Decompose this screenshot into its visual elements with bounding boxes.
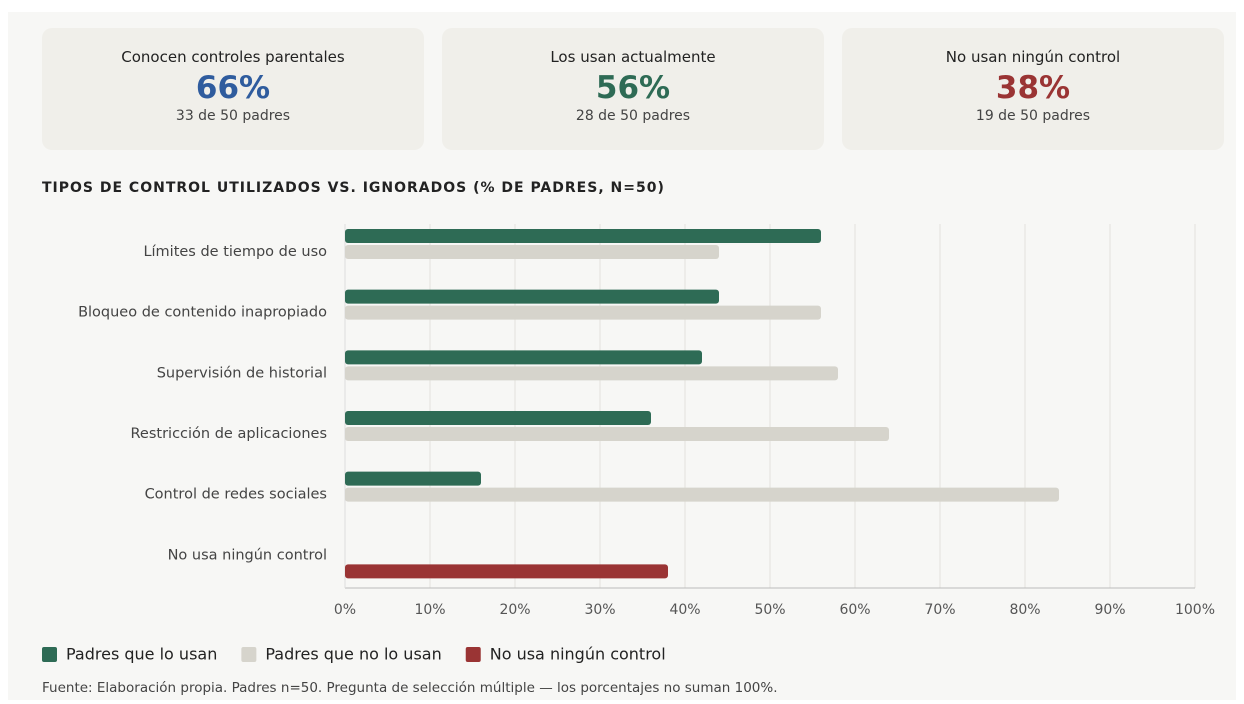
legend-swatch: [42, 647, 57, 662]
x-tick-label: 40%: [669, 602, 700, 618]
x-tick-label: 100%: [1175, 602, 1215, 618]
x-tick-label: 20%: [499, 602, 530, 618]
x-tick-label: 70%: [924, 602, 955, 618]
y-tick-label: No usa ningún control: [168, 547, 327, 563]
stat-card: Conocen controles parentales 66% 33 de 5…: [42, 28, 424, 150]
bar: [345, 305, 821, 320]
card-value: 56%: [595, 70, 671, 106]
page: Conocen controles parentales 66% 33 de 5…: [8, 12, 1236, 700]
bar: [345, 229, 821, 243]
card-label: Los usan actualmente: [550, 48, 716, 66]
bar: [345, 289, 719, 304]
card-detail: 19 de 50 padres: [975, 108, 1091, 124]
x-tick-label: 50%: [754, 602, 785, 618]
y-tick-label: Bloqueo de contenido inapropiado: [78, 305, 327, 321]
legend-swatch: [241, 647, 257, 662]
x-tick-label: 60%: [839, 602, 870, 618]
card-value: 38%: [995, 70, 1071, 106]
x-tick-label: 30%: [584, 602, 615, 618]
y-tick-label: Control de redes sociales: [145, 487, 327, 503]
x-tick-label: 10%: [414, 602, 445, 618]
y-tick-label: Supervisión de historial: [157, 365, 327, 381]
chart: TIPOS DE CONTROL UTILIZADOS VS. IGNORADO…: [42, 180, 1215, 696]
footnote: Fuente: Elaboración propia. Padres n=50.…: [42, 680, 778, 696]
legend-label: No usa ningún control: [490, 645, 666, 664]
x-tick-label: 90%: [1094, 602, 1125, 618]
card-detail: 28 de 50 padres: [575, 108, 691, 124]
bar: [345, 350, 702, 365]
card-detail: 33 de 50 padres: [175, 108, 291, 124]
bar: [345, 245, 719, 259]
legend-label: Padres que lo usan: [66, 645, 217, 664]
stat-card: No usan ningún control 38% 19 de 50 padr…: [842, 28, 1224, 150]
card-value: 66%: [195, 70, 271, 106]
bar: [345, 471, 481, 486]
x-tick-label: 0%: [334, 602, 356, 618]
card-label: No usan ningún control: [945, 48, 1121, 66]
bar: [345, 564, 668, 579]
bar: [345, 427, 889, 441]
y-tick-label: Límites de tiempo de uso: [143, 244, 327, 260]
chart-title: TIPOS DE CONTROL UTILIZADOS VS. IGNORADO…: [42, 180, 665, 196]
legend-label: Padres que no lo usan: [265, 645, 441, 664]
bar: [345, 411, 651, 425]
bar: [345, 366, 838, 381]
bar: [345, 487, 1059, 502]
y-tick-label: Restricción de aplicaciones: [131, 426, 328, 442]
stat-card: Los usan actualmente 56% 28 de 50 padres: [442, 28, 824, 150]
legend-swatch: [465, 647, 481, 662]
card-label: Conocen controles parentales: [121, 48, 345, 66]
x-tick-label: 80%: [1009, 602, 1040, 618]
